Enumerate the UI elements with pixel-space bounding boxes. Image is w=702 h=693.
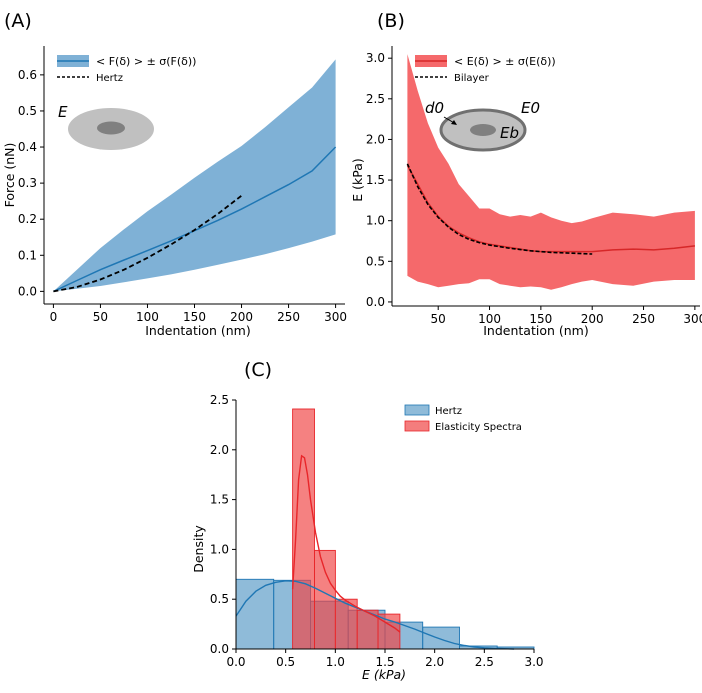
x-tick-label-b: 100	[478, 312, 501, 326]
hertz-kde-curve	[235, 580, 515, 650]
modulus-std-band	[407, 54, 695, 290]
y-axis-label-c: Density	[191, 525, 206, 573]
y-ticks-a: 0.0 0.1 0.2 0.3 0.4 0.5 0.6	[18, 68, 44, 298]
panel-label-a: (A)	[4, 10, 32, 32]
x-axis-label-b: Indentation (nm)	[483, 323, 589, 338]
hertz-fit-line	[53, 194, 243, 293]
y-ticks-c: 0.0 0.5 1.0 1.5 2.0 2.5	[210, 393, 236, 656]
spectra-kde-curve	[291, 454, 401, 633]
legend-swatch-hertz-c	[404, 404, 430, 416]
x-ticks-a: 0 50 100 150 200 250 300	[50, 304, 347, 324]
y-tick-label-b: 0.5	[366, 254, 385, 268]
x-tick-label-a: 50	[93, 310, 108, 324]
y-ticks-b: 0.0 0.5 1.0 1.5 2.0 2.5 3.0	[366, 51, 392, 309]
cell-nucleus-icon	[97, 121, 125, 135]
y-tick-label-a: 0.4	[18, 140, 37, 154]
y-axis-label-a: Force (nN)	[2, 143, 17, 208]
y-tick-label-a: 0.1	[18, 248, 37, 262]
x-ticks-c: 0.0 0.5 1.0 1.5 2.0 2.5 3.0	[226, 649, 544, 669]
legend-label-hertz-c: Hertz	[435, 406, 462, 417]
x-tick-label-a: 150	[183, 310, 206, 324]
panel-b: (B) 50 100 150 200 250 300 0.0 0.5 1.0 1.5 2.0 2.5…	[350, 10, 702, 338]
panel-label-b: (B)	[377, 10, 405, 32]
x-tick-label-b: 200	[581, 312, 604, 326]
legend-a: < F(δ) > ± σ(F(δ)) Hertz	[57, 55, 196, 84]
bilayer-nucleus-icon	[470, 124, 496, 136]
y-tick-label-a: 0.6	[18, 68, 37, 82]
legend-label-modulus: < E(δ) > ± σ(E(δ))	[454, 55, 556, 68]
modulus-lines	[406, 163, 695, 255]
spectra-histogram	[292, 408, 401, 650]
axes-b	[391, 46, 700, 307]
x-tick-label-b: 250	[632, 312, 655, 326]
force-band-area	[53, 59, 336, 292]
bilayer-cell-inset: d0 E0 Eb	[425, 99, 540, 152]
y-tick-label-c: 0.5	[210, 592, 229, 606]
y-tick-label-b: 0.0	[366, 295, 385, 309]
y-tick-label-b: 3.0	[366, 51, 385, 65]
x-ticks-b: 50 100 150 200 250 300	[431, 306, 702, 326]
bilayer-fit-line	[406, 163, 593, 255]
panel-a: (A) 0 50 100 150 200 250 300 0.00.10.20.30.40.…	[2, 10, 347, 338]
y-tick-label-a: 0.3	[18, 176, 37, 190]
y-tick-label-c: 0.0	[210, 642, 229, 656]
y-tick-label-c: 1.0	[210, 542, 229, 556]
kde-curves	[235, 454, 515, 650]
legend-b: < E(δ) > ± σ(E(δ)) Bilayer	[415, 55, 556, 84]
y-tick-label-a: 0.5	[18, 104, 37, 118]
x-tick-label-a: 300	[324, 310, 347, 324]
inset-label-e0: E0	[521, 99, 540, 117]
x-tick-label-b: 300	[683, 312, 702, 326]
x-tick-label-b: 150	[529, 312, 552, 326]
x-axis-label-a: Indentation (nm)	[145, 323, 251, 338]
x-tick-label-c: 3.0	[524, 655, 543, 669]
y-axis-label-b: E (kPa)	[350, 158, 365, 202]
x-tick-label-a: 100	[136, 310, 159, 324]
hertz-histogram-bar	[235, 578, 275, 650]
cortex-pointer-arrowhead-icon	[451, 120, 457, 125]
y-tick-label-c: 2.0	[210, 443, 229, 457]
hertz-histogram-bar	[422, 626, 460, 650]
x-tick-label-c: 0.0	[226, 655, 245, 669]
legend-c: Hertz Elasticity Spectra	[404, 404, 522, 433]
legend-label-hertz: Hertz	[96, 73, 123, 84]
x-tick-label-c: 0.5	[276, 655, 295, 669]
x-tick-label-a: 200	[230, 310, 253, 324]
x-tick-label-b: 50	[431, 312, 446, 326]
y-tick-label-b: 2.5	[366, 92, 385, 106]
legend-label-force: < F(δ) > ± σ(F(δ))	[96, 55, 196, 68]
y-tick-label-c: 2.5	[210, 393, 229, 407]
panel-c: (C) 0.0 0.5 1.0 1.5 2.0 2.5 3.0 0.0 0.5 1.0 1.5 2.…	[191, 359, 544, 682]
spectra-histogram-bar	[314, 549, 336, 650]
x-tick-label-c: 2.0	[425, 655, 444, 669]
inset-label-eb: Eb	[500, 124, 519, 142]
y-tick-label-a: 0.0	[18, 284, 37, 298]
homogeneous-cell-inset: E	[58, 103, 154, 150]
y-tick-label-b: 2.0	[366, 132, 385, 146]
inset-label-d0: d0	[425, 99, 444, 117]
x-axis-label-c: E (kPa)	[362, 667, 406, 682]
x-tick-label-a: 250	[277, 310, 300, 324]
panel-label-c: (C)	[244, 359, 272, 381]
legend-label-spectra-c: Elasticity Spectra	[435, 422, 522, 433]
x-tick-label-c: 2.5	[475, 655, 494, 669]
x-tick-label-c: 1.0	[326, 655, 345, 669]
y-tick-label-a: 0.2	[18, 212, 37, 226]
force-lines	[53, 146, 337, 293]
force-std-band	[53, 59, 336, 292]
modulus-band-area	[407, 54, 695, 290]
y-tick-label-c: 1.5	[210, 493, 229, 507]
x-tick-label-a: 0	[50, 310, 58, 324]
x-tick-label-c: 1.5	[375, 655, 394, 669]
inset-label-e: E	[58, 103, 68, 121]
legend-swatch-spectra-c	[404, 420, 430, 432]
y-tick-label-b: 1.0	[366, 214, 385, 228]
legend-label-bilayer: Bilayer	[454, 73, 490, 84]
y-tick-label-b: 1.5	[366, 173, 385, 187]
